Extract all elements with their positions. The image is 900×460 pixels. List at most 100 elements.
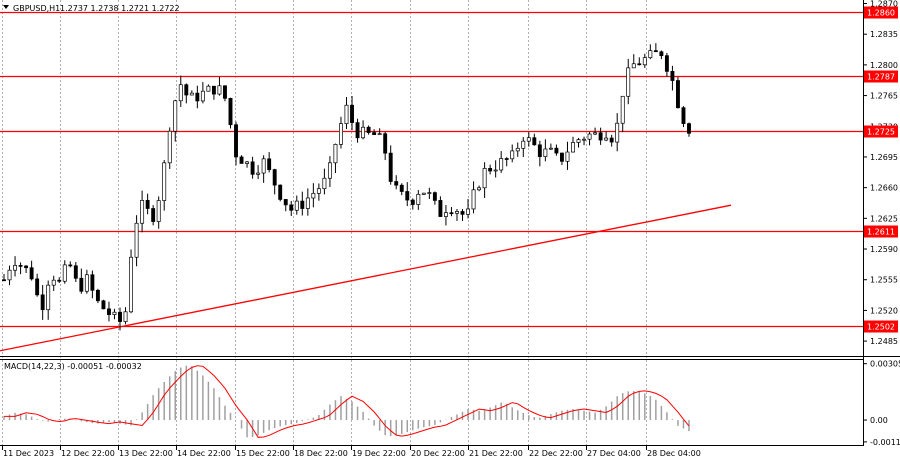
candle-body (410, 199, 415, 205)
candle-body (289, 204, 294, 211)
candle-body (228, 97, 233, 126)
price-axis-label: 1.2520 (870, 306, 898, 315)
horizontal-levels[interactable] (0, 11, 863, 328)
candle-body (504, 158, 509, 160)
candle-body (355, 122, 360, 139)
candle-body (62, 264, 67, 282)
level-price-box (864, 320, 898, 333)
candle-body (239, 156, 244, 164)
trendline-layer[interactable] (0, 204, 732, 352)
candle-body (455, 211, 459, 214)
candle-body (499, 158, 504, 171)
candle-body (29, 267, 34, 280)
candle-body (576, 139, 581, 143)
macd-axis-label: -0.00118 (870, 438, 900, 447)
time-axis-label: 27 Dec 04:00 (587, 449, 641, 458)
candle-body (653, 50, 658, 53)
candle-body (582, 138, 586, 141)
candle-body (598, 132, 603, 141)
macd-axis-label: 0.00 (870, 416, 888, 425)
candle-body (112, 311, 117, 315)
candle-body (278, 184, 283, 200)
candle-body (466, 208, 470, 215)
ascending-trendline[interactable] (0, 204, 732, 352)
candle-body (626, 67, 631, 97)
candle-body (327, 162, 332, 179)
candle-body (631, 63, 636, 69)
candle-body (272, 169, 277, 186)
candle-body (57, 279, 62, 282)
candle-body (95, 289, 100, 302)
macd-signal-line (4, 365, 690, 438)
candle-body (493, 169, 498, 172)
candle-body (366, 126, 371, 133)
level-price-label: 1.2860 (867, 9, 895, 18)
candle-body (642, 57, 647, 66)
candle-body (234, 124, 238, 158)
candle-body (438, 200, 443, 217)
candle-body (156, 200, 161, 222)
candle-body (559, 152, 564, 162)
candle-body (361, 126, 366, 139)
candle-body (427, 192, 432, 194)
candle-body (471, 189, 476, 210)
level-labels: 1.2860 1.2787 1.2725 1.2611 1.2502 (864, 6, 898, 333)
time-axis: 11 Dec 2023 12 Dec 22:00 13 Dec 22:00 14 De… (2, 446, 701, 458)
candle-body (615, 122, 620, 143)
candle-body (145, 200, 150, 209)
level-price-label: 1.2611 (867, 228, 895, 237)
candle-body (383, 133, 388, 154)
macd-axis-label: 0.00305 (870, 360, 900, 369)
candle-body (18, 265, 23, 267)
candle-body (90, 274, 95, 291)
candle-body (178, 84, 183, 102)
price-axis-label: 1.2485 (870, 337, 898, 346)
candle-body (421, 192, 426, 195)
dropdown-triangle-icon[interactable] (3, 5, 9, 9)
candle-body (195, 92, 200, 102)
macd-indicator-label: MACD(14,22,3) -0.00051 -0.00032 (4, 362, 142, 371)
price-axis-label: 1.2660 (870, 184, 898, 193)
time-axis-label: 21 Dec 22:00 (469, 449, 523, 458)
time-axis-label: 20 Dec 22:00 (411, 449, 465, 458)
level-price-label: 1.2787 (867, 73, 895, 82)
time-axis-label: 28 Dec 04:00 (647, 449, 701, 458)
candle-body (68, 264, 73, 267)
candle-body (223, 85, 227, 99)
candle-body (118, 311, 122, 322)
price-axis-label: 1.2765 (870, 92, 898, 101)
time-axis-label: 15 Dec 22:00 (236, 449, 290, 458)
time-axis-label: 13 Dec 22:00 (119, 449, 173, 458)
candle-body (372, 132, 377, 135)
candle-body (648, 50, 653, 59)
price-axis-label: 1.2590 (870, 245, 898, 254)
candle-body (488, 168, 493, 172)
candle-body (79, 277, 84, 292)
ohlc-values: 1.2737 1.2738 1.2721 1.2722 (60, 4, 180, 13)
candle-body (659, 51, 664, 57)
candle-body (526, 137, 531, 142)
level-price-box (864, 6, 898, 19)
candle-body (200, 90, 205, 102)
candle-body (377, 133, 382, 136)
level-price-label: 1.2502 (867, 323, 895, 332)
price-axis-label: 1.2555 (870, 276, 898, 285)
level-price-box (864, 70, 898, 83)
candle-body (140, 200, 145, 224)
time-axis-label: 11 Dec 2023 (3, 449, 54, 458)
level-price-box (864, 125, 898, 138)
candle-body (322, 177, 327, 190)
candle-body (300, 200, 305, 209)
candle-body (211, 85, 216, 95)
candle-body (245, 161, 250, 164)
macd-axis: 0.00305 0.00 -0.00118 (863, 360, 900, 447)
candle-body (449, 212, 454, 215)
candle-body (515, 147, 520, 152)
candle-body (134, 222, 139, 258)
candle-body (2, 279, 6, 282)
symbol-header: GBPUSD,H1 1.2737 1.2738 1.2721 1.2722 (3, 4, 180, 13)
candle-body (256, 172, 261, 175)
candle-body (350, 104, 354, 123)
candle-body (388, 152, 393, 182)
